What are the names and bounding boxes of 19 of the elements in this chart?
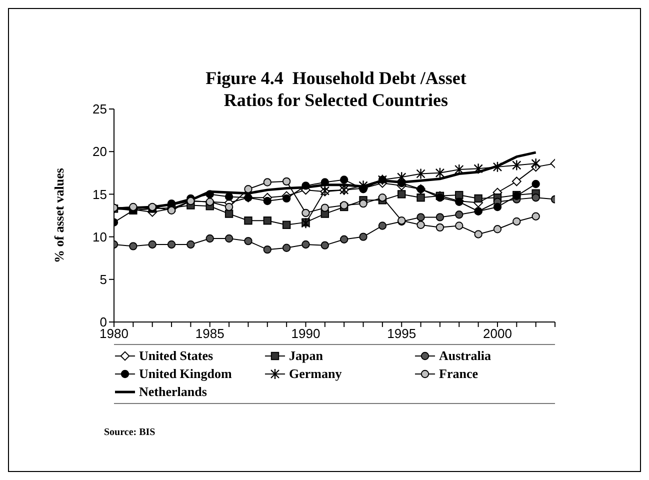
y-tick-label: 5 (100, 272, 107, 288)
legend-label: Japan (289, 347, 323, 365)
y-tick-label: 25 (92, 102, 107, 117)
x-tick-label: 1985 (195, 326, 224, 342)
source-note: Source: BIS (104, 427, 156, 438)
y-axis-title: % of asset values (52, 168, 67, 263)
y-tick-label: 20 (92, 144, 107, 160)
legend-label: United Kingdom (139, 365, 232, 383)
chart-title: Figure 4.4 Household Debt /Asset Ratios for Selected Countries (204, 67, 468, 111)
y-tick-label: 15 (92, 186, 107, 202)
y-tick-label: 10 (92, 229, 107, 244)
legend-label: Australia (439, 347, 491, 365)
x-tick-label: 2000 (483, 326, 512, 342)
legend-label: Germany (289, 365, 342, 383)
x-tick-label: 1990 (291, 326, 320, 342)
x-tick-label: 1995 (387, 326, 416, 342)
legend-label: France (439, 365, 478, 383)
legend-label: Netherlands (139, 383, 207, 401)
legend-label: United States (139, 347, 214, 365)
